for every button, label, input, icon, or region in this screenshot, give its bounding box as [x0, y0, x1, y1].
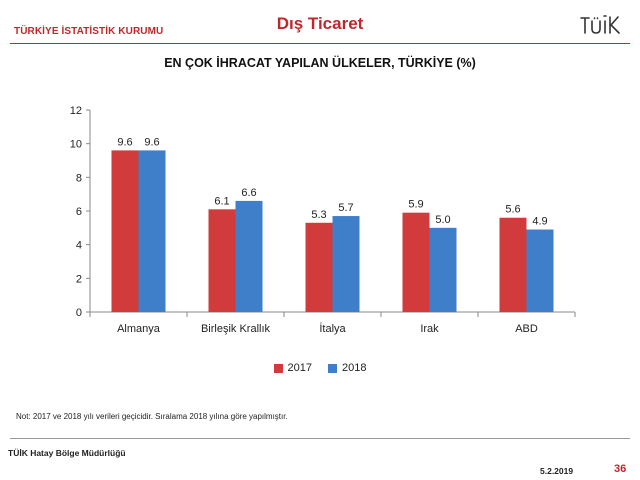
x-tick-label: ABD — [515, 323, 538, 335]
bar-2017 — [305, 222, 333, 312]
footer-office: TÜİK Hatay Bölge Müdürlüğü — [8, 448, 126, 458]
y-tick-label: 8 — [76, 172, 82, 184]
x-tick-label: Irak — [420, 323, 439, 335]
tuik-logo — [580, 15, 620, 34]
y-tick-label: 2 — [76, 273, 82, 285]
header-divider — [10, 43, 630, 44]
x-tick-label: İtalya — [319, 322, 346, 335]
bar-2018 — [526, 229, 554, 312]
data-label: 4.9 — [532, 216, 547, 228]
x-tick-label: Almanya — [117, 323, 161, 335]
data-label: 5.6 — [505, 204, 520, 216]
legend-item-2018: 2018 — [328, 362, 366, 374]
data-label: 9.6 — [144, 136, 159, 148]
legend-item-2017: 2017 — [273, 362, 312, 374]
data-label: 6.6 — [241, 187, 256, 199]
bar-2018 — [332, 216, 360, 312]
page-title: Dış Ticaret — [276, 14, 364, 33]
legend-swatch-2017 — [273, 363, 283, 373]
bar-2018 — [235, 200, 263, 312]
y-tick-label: 12 — [70, 105, 82, 117]
y-tick-label: 4 — [76, 240, 82, 252]
bar-2017 — [111, 150, 139, 312]
legend-label-2017: 2017 — [287, 362, 312, 374]
bar-2017 — [499, 217, 527, 312]
bar-2018 — [429, 227, 457, 312]
bar-2017 — [208, 209, 236, 312]
data-label: 5.7 — [338, 202, 353, 214]
org-name: TÜRKİYE İSTATİSTİK KURUMU — [14, 26, 164, 37]
data-label: 5.9 — [408, 199, 423, 211]
bar-2018 — [138, 150, 166, 312]
legend-swatch-2018 — [328, 363, 337, 373]
data-label: 5.3 — [311, 209, 326, 221]
y-tick-label: 0 — [76, 307, 82, 319]
data-label: 9.6 — [117, 136, 132, 148]
x-tick-label: Birleşik Krallık — [201, 323, 271, 335]
footer-divider — [10, 438, 630, 439]
bar-chart: 0 2 4 6 8 10 12 9.6 9.6 Almanya 6.1 6.6 Birleşik Kra… — [70, 105, 576, 335]
data-label: 5.0 — [435, 214, 450, 226]
bar-2017 — [402, 212, 430, 312]
y-tick-label: 10 — [70, 139, 82, 151]
chart-note: Not: 2017 ve 2018 yılı verileri geçicidi… — [16, 412, 288, 421]
legend-label-2018: 2018 — [342, 362, 367, 374]
data-label: 6.1 — [214, 195, 229, 207]
chart-title: EN ÇOK İHRACAT YAPILAN ÜLKELER, TÜRKİYE … — [164, 56, 476, 70]
y-tick-label: 6 — [76, 206, 82, 218]
page-number: 36 — [614, 463, 627, 475]
chart-legend: 2017 2018 — [0, 362, 640, 374]
footer-date: 5.2.2019 — [540, 466, 574, 476]
